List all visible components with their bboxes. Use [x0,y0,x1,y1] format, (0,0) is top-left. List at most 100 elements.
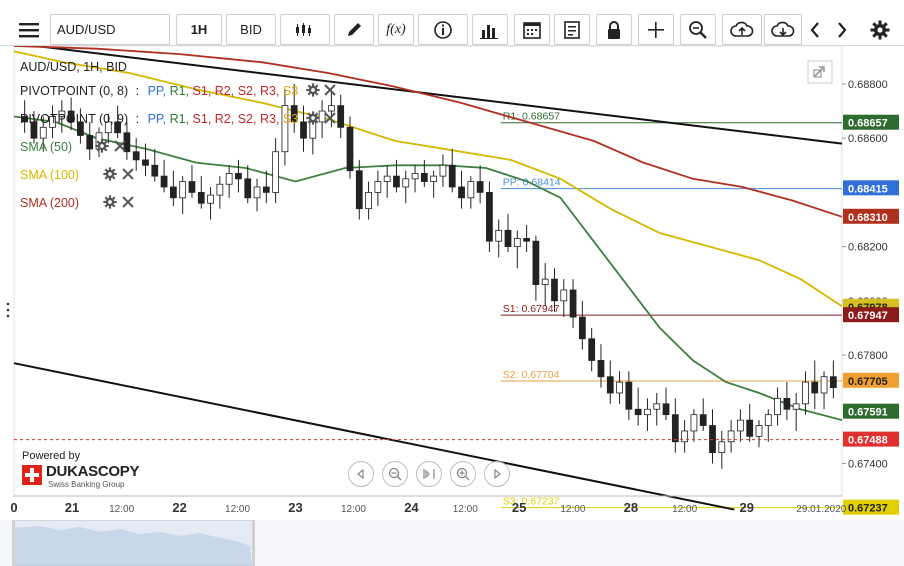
candle-body [318,110,326,123]
candle-body [662,403,670,416]
navigator-window[interactable] [13,520,255,566]
drag-handle-icon[interactable] [6,300,10,320]
gear-icon[interactable] [103,195,118,212]
pivot-legend-1-name: PIVOTPOINT (0, 8) [20,83,129,98]
candle-body [86,135,94,150]
cloud-download-icon [771,21,795,37]
candle-body [383,175,391,182]
toolbar: AUD/USD 1H BID f(x) [0,0,904,46]
pivot-level-label: R2, [214,83,238,98]
scroll-right-button[interactable] [830,14,854,45]
price-badge-label: 0.68415 [848,183,888,195]
candle-body [504,229,512,248]
triangle-left-icon [357,469,364,479]
pivot-level-label: S2, [237,111,260,126]
navigator-handle-left[interactable] [12,520,15,566]
cloud-upload-button[interactable] [722,14,762,45]
candle-body [811,381,819,394]
close-icon[interactable] [121,167,135,184]
crosshair-icon [648,21,664,38]
candle-body [281,105,289,153]
candle-body [21,116,29,123]
timeframe-label: 1H [190,22,208,37]
pan-right-button[interactable] [484,461,510,487]
candle-body [579,316,586,340]
zoom-out-button[interactable] [382,461,408,487]
candle-body [523,238,530,242]
price-badge [843,403,899,419]
candle-body [365,191,372,210]
draw-button[interactable] [334,14,374,45]
scroll-left-button[interactable] [803,14,827,45]
chart-title: AUD/USD, 1H, BID [20,60,127,74]
gear-icon[interactable] [103,167,118,184]
sma100-line [13,50,843,307]
trend-line [13,362,735,511]
reset-view-button[interactable] [416,461,442,487]
navigator-area [14,526,252,566]
pivot-legend-2-levels: PP, R1, S1, R2, S2, R3, S3 [143,112,303,126]
symbol-input[interactable]: AUD/USD [50,14,170,45]
pivot-level-label: PP, [147,111,170,126]
candle-body [430,175,438,182]
hamburger-menu-icon[interactable] [14,14,44,45]
info-button[interactable] [418,14,468,45]
candle-body [253,186,261,199]
candle-body [718,441,726,454]
fit-icon [423,469,435,479]
cloud-download-button[interactable] [764,14,802,45]
bar-chart-button[interactable] [472,14,508,45]
fx-button[interactable]: f(x) [378,14,414,45]
x-tick-label: 12:00 [109,504,134,515]
candle-body [132,151,140,161]
document-icon [564,20,580,39]
x-tick-label: 12:00 [560,504,585,515]
candle-body [625,381,633,410]
candle-body [374,181,382,193]
x-tick-label: 12:00 [453,504,478,515]
zoom-button[interactable] [680,14,716,45]
expand-icon[interactable] [807,60,833,84]
close-icon[interactable] [113,139,127,156]
pivot-legend-1-levels: PP, R1, S1, R2, S2, R3, S3 [143,84,303,98]
pivot-level-label: S3 [282,83,299,98]
document-button[interactable] [554,14,590,45]
close-icon[interactable] [121,195,135,212]
lock-button[interactable] [596,14,632,45]
gear-icon[interactable] [95,139,110,156]
candle-body [67,110,75,123]
candle-body [532,240,540,285]
price-badge-label: 0.67591 [848,407,888,419]
zoom-in-button[interactable] [450,461,476,487]
gear-icon[interactable] [306,83,320,100]
candle-body [448,164,456,188]
candle-body [606,376,614,394]
cloud-upload-icon [730,21,754,37]
crosshair-button[interactable] [638,14,674,45]
close-icon[interactable] [323,83,337,100]
pivot-line-label: S1: 0.67947 [503,303,560,315]
candle-body [104,121,112,134]
candle-body [569,289,577,318]
candles-button[interactable] [280,14,330,45]
price-badge-label: 0.67488 [848,435,888,447]
candle-body [346,126,354,172]
settings-button[interactable] [866,14,894,45]
navigator-handle-right[interactable] [252,520,255,566]
pan-left-button[interactable] [348,461,374,487]
close-icon[interactable] [323,111,337,128]
candle-body [300,121,307,139]
candle-body [737,419,744,432]
navigator-strip[interactable] [0,520,904,566]
gear-icon[interactable] [306,111,320,128]
calendar-button[interactable] [514,14,550,45]
timeframe-button[interactable]: 1H [176,14,222,45]
candle-body [709,425,716,454]
candle-body [197,191,205,204]
candle-body [30,121,38,139]
x-tick-label: 12:00 [225,504,250,515]
price-badge-label: 0.67705 [848,376,888,388]
price-badge-label: 0.67237 [848,503,888,515]
price-side-button[interactable]: BID [226,14,276,45]
